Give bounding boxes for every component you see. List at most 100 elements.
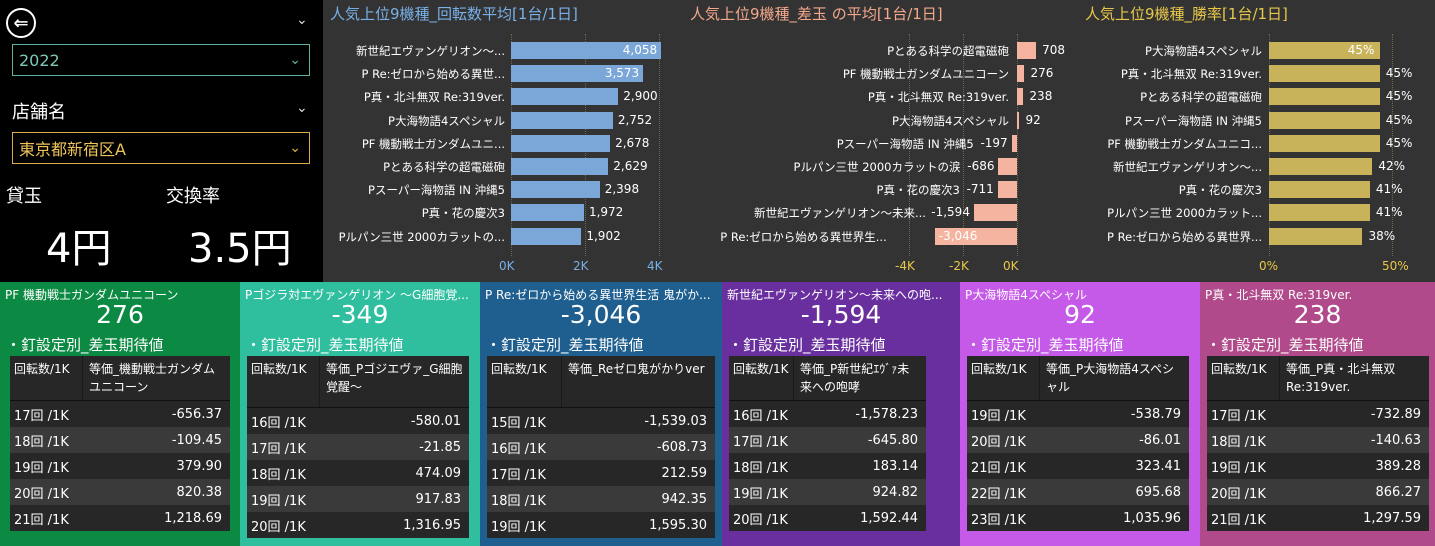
bar[interactable] (934, 227, 1017, 245)
bar[interactable] (1269, 42, 1380, 59)
row-label: 17回 /1K (733, 434, 788, 450)
table-row: 20回 /1K 866.27 (1207, 479, 1429, 505)
row-value: 1,595.30 (649, 517, 707, 533)
table-row: 15回 /1K -1,539.03 (487, 408, 715, 434)
bar[interactable] (1269, 204, 1370, 222)
column-header[interactable]: 回転数/1K (247, 356, 320, 407)
lend-label: 貸玉 (6, 186, 42, 207)
bar[interactable] (1269, 181, 1370, 199)
bar[interactable] (1011, 134, 1017, 152)
table-body: 17回 /1K -656.37 18回 /1K -109.45 19回 /1K 379.9… (10, 401, 230, 531)
back-button[interactable]: ⇐ (6, 8, 36, 38)
bar-value-label: -3,046 (938, 228, 978, 243)
bar[interactable] (1017, 65, 1025, 83)
column-header[interactable]: 回転数/1K (729, 356, 794, 400)
x-tick-label: 0K (499, 259, 515, 273)
column-header[interactable]: 等価_Pゴジエヴァ_G細胞覚醒～ (326, 362, 463, 394)
year-dropdown[interactable]: 2022 ⌄ (12, 44, 310, 76)
store-label: 店舗名 (12, 102, 66, 123)
column-header[interactable]: 回転数/1K (10, 356, 83, 400)
row-label: 18回 /1K (491, 493, 546, 509)
year-chevron-icon[interactable]: ⌄ (296, 12, 308, 28)
store-chevron-icon[interactable]: ⌄ (296, 100, 308, 116)
bar-category-label: Pルパン三世 2000カラットの涙 (793, 160, 961, 174)
row-label: 20回 /1K (1211, 486, 1266, 502)
bar-category-label: P真・北斗無双 Re:319ver. (363, 90, 505, 105)
bar[interactable] (511, 134, 611, 152)
row-label: 17回 /1K (14, 408, 69, 424)
row-value: 917.83 (415, 491, 462, 507)
row-label: 17回 /1K (491, 467, 546, 483)
bar-category-label: 新世紀エヴァンゲリオン～... (356, 44, 505, 58)
row-value: 866.27 (1375, 484, 1422, 500)
bar[interactable] (511, 42, 662, 59)
table-row: 23回 /1K 1,035.96 (967, 505, 1189, 531)
card-subtitle: ・釘設定別_差玉期待値 (966, 336, 1124, 354)
bar[interactable] (1269, 65, 1380, 83)
row-label: 18回 /1K (1211, 434, 1266, 450)
bar[interactable] (511, 88, 619, 106)
row-value: -1,539.03 (644, 413, 707, 429)
card-table: 回転数/1K 等価_Pゴジエヴァ_G細胞覚醒～ 16回 /1K -580.01 17回 … (247, 356, 469, 538)
bar[interactable] (1269, 111, 1380, 129)
column-header[interactable]: 等価_P真・北斗無双Re:319ver. (1286, 362, 1396, 394)
bar-value-label: 45% (1385, 112, 1413, 127)
bar[interactable] (1017, 88, 1024, 106)
bar[interactable] (1269, 227, 1363, 245)
table-row: 18回 /1K -109.45 (10, 427, 230, 453)
bar[interactable] (511, 181, 600, 199)
table-row: 18回 /1K 474.09 (247, 460, 469, 486)
bar-value-label: 708 (1042, 43, 1066, 57)
column-header[interactable]: 等価_P新世紀ｴｳﾞｧ未来への咆哮 (800, 362, 910, 394)
bar-category-label: Pとある科学の超電磁砲 (1140, 90, 1262, 105)
bar[interactable] (511, 204, 584, 222)
x-tick-label: 2K (573, 259, 589, 273)
bar[interactable] (973, 204, 1017, 222)
bar-category-label: P真・花の慶次3 (876, 183, 960, 198)
x-tick-label: 4K (647, 259, 663, 273)
bar[interactable] (511, 65, 644, 83)
bar[interactable] (511, 158, 609, 175)
bar[interactable] (997, 181, 1017, 199)
column-header[interactable]: 回転数/1K (967, 356, 1040, 400)
bar-category-label: PF 機動戦士ガンダムユニ... (361, 136, 505, 151)
machine-card: P真・北斗無双 Re:319ver. 238 ・釘設定別_差玉期待値 回転数/1K 等価… (1200, 282, 1435, 546)
bar-value-label: 1,902 (586, 228, 621, 243)
row-value: -86.01 (1139, 432, 1181, 448)
bar-category-label: PF 機動戦士ガンダムユニコーン (842, 67, 1009, 82)
table-header: 回転数/1K 等価_Reゼロ鬼がかりver (487, 356, 715, 408)
table-row: 21回 /1K 1,297.59 (1207, 505, 1429, 531)
row-label: 16回 /1K (491, 441, 546, 457)
table-row: 20回 /1K 1,316.95 (247, 512, 469, 538)
column-header[interactable]: 回転数/1K (1207, 356, 1280, 400)
column-header[interactable]: 等価_Reゼロ鬼がかりver (568, 362, 705, 376)
bar[interactable] (1017, 42, 1037, 59)
column-header[interactable]: 等価_P大海物語4スペシャル (1046, 362, 1175, 394)
card-title: PF 機動戦士ガンダムユニコーン (5, 288, 179, 302)
table-header: 回転数/1K 等価_機動戦士ガンダムユニコーン (10, 356, 230, 401)
gridline (909, 34, 910, 256)
chart-title-winrate: 人気上位9機種_勝率[1台/1日] (1085, 5, 1288, 23)
bar[interactable] (511, 227, 582, 245)
chart-title-difference: 人気上位9機種_差玉 の平均[1台/1日] (690, 5, 943, 23)
row-value: 474.09 (415, 465, 462, 481)
year-dropdown-value: 2022 (19, 50, 60, 70)
row-value: -732.89 (1370, 406, 1421, 422)
bar-category-label: Pとある科学の超電磁砲 (383, 160, 505, 174)
column-header[interactable]: 等価_機動戦士ガンダムユニコーン (89, 362, 216, 394)
bar[interactable] (1017, 111, 1020, 129)
store-dropdown[interactable]: 東京都新宿区A ⌄ (12, 132, 310, 164)
bar-category-label: Pルパン三世 2000カラットの... (338, 229, 505, 244)
row-value: 1,316.95 (403, 517, 461, 533)
bar[interactable] (1269, 158, 1373, 175)
column-header[interactable]: 回転数/1K (487, 356, 562, 407)
bar[interactable] (998, 158, 1017, 175)
bar[interactable] (1269, 134, 1380, 152)
bar[interactable] (1269, 88, 1380, 106)
table-body: 17回 /1K -732.89 18回 /1K -140.63 19回 /1K 389.2… (1207, 401, 1429, 531)
back-arrow-icon: ⇐ (13, 12, 29, 34)
row-value: 323.41 (1135, 458, 1182, 474)
bar[interactable] (511, 111, 613, 129)
bar-category-label: P真・花の慶次3 (1178, 183, 1262, 198)
bar-value-label: 2,678 (615, 135, 650, 150)
